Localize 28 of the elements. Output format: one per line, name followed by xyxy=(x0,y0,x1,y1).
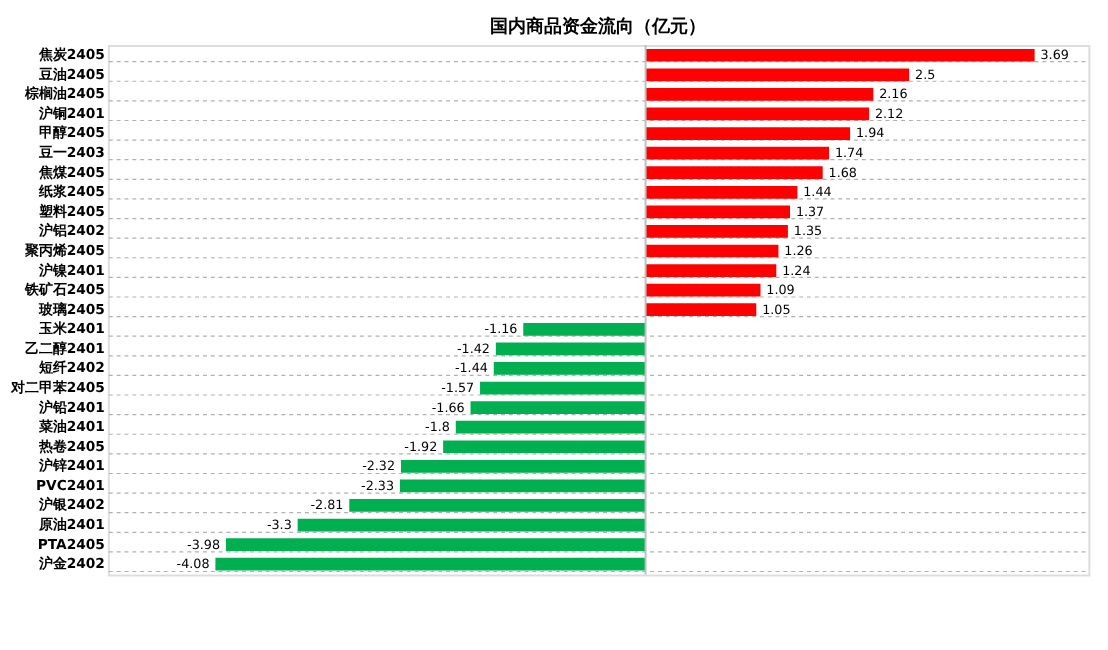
bar xyxy=(399,479,646,493)
bar xyxy=(645,88,874,101)
bar xyxy=(495,342,646,356)
bar xyxy=(645,264,777,277)
bar xyxy=(455,420,646,434)
chart-title: 国内商品资金流向（亿元） xyxy=(490,16,707,39)
bar xyxy=(470,401,646,414)
bar xyxy=(349,499,646,512)
bar xyxy=(297,518,646,532)
bar xyxy=(645,225,788,238)
bar xyxy=(645,127,851,140)
bar xyxy=(645,48,1035,62)
bar xyxy=(645,303,757,317)
bar xyxy=(215,557,646,571)
bar xyxy=(480,381,646,395)
bar xyxy=(523,322,646,336)
bar xyxy=(645,244,779,258)
bar xyxy=(645,166,823,180)
bar xyxy=(645,205,791,219)
bar xyxy=(443,440,646,454)
bar xyxy=(645,146,830,160)
bar xyxy=(645,185,798,199)
bar xyxy=(645,283,761,297)
bar xyxy=(645,68,910,82)
bar xyxy=(645,107,870,121)
bar xyxy=(225,538,646,551)
bar xyxy=(493,362,646,375)
bar xyxy=(400,459,646,473)
